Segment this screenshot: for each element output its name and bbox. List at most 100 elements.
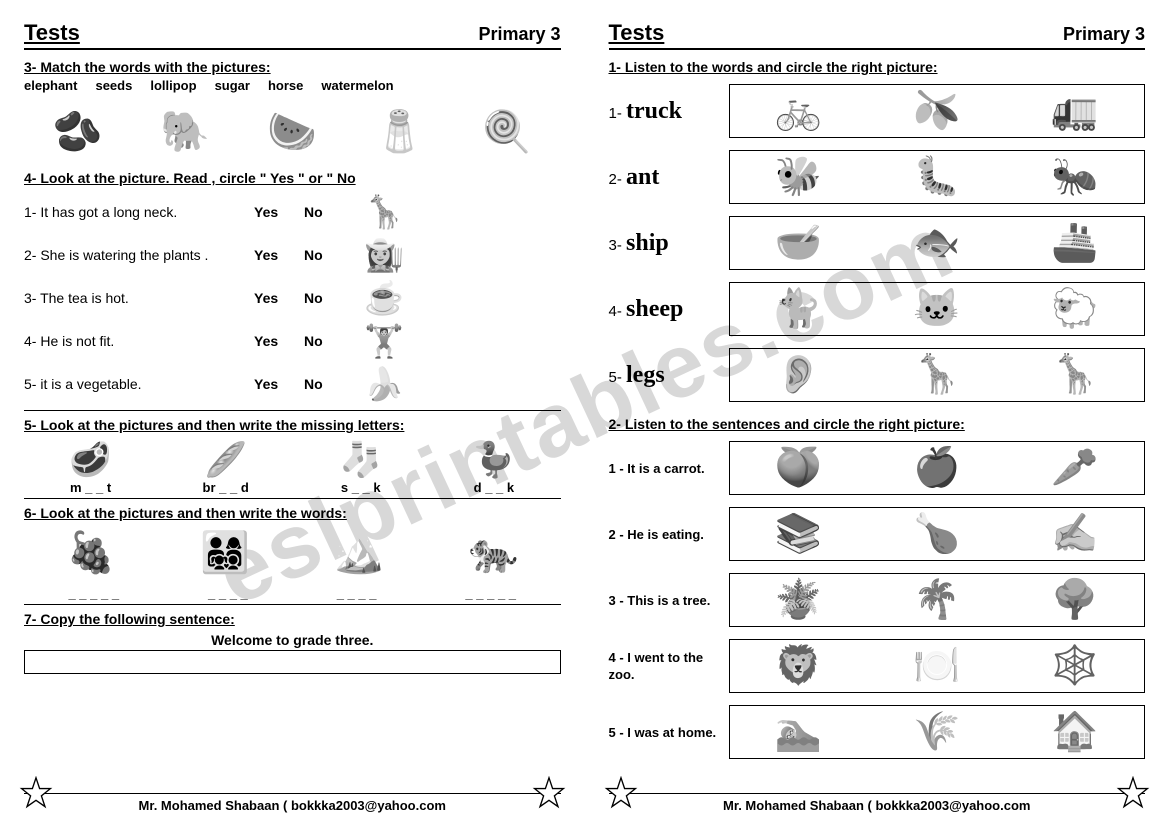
rq1-label: 3- ship xyxy=(609,230,729,257)
no-option[interactable]: No xyxy=(304,376,354,392)
rq1-box: 🚲 🫒 🚛 xyxy=(729,84,1146,138)
house-icon[interactable]: 🏠 xyxy=(1051,710,1098,754)
yes-option[interactable]: Yes xyxy=(254,376,304,392)
page-right: Tests Primary 3 1- Listen to the words a… xyxy=(585,0,1169,821)
rq1-row: 2- ant 🐝 🐛 🐜 xyxy=(609,150,1146,204)
duck-icon: 🦆 xyxy=(473,440,515,480)
yes-option[interactable]: Yes xyxy=(254,333,304,349)
no-option[interactable]: No xyxy=(304,333,354,349)
rq2-row: 3 - This is a tree. 🪴 🌴 🌳 xyxy=(609,573,1146,627)
farm-icon[interactable]: 🌾 xyxy=(913,710,960,754)
page-left: Tests Primary 3 3- Match the words with … xyxy=(0,0,585,821)
giraffe-icon[interactable]: 🦒 xyxy=(913,353,960,397)
tiger-icon: 🐅 xyxy=(458,528,528,576)
caterpillar-icon[interactable]: 🐛 xyxy=(913,155,960,199)
q4-text: 2- She is watering the plants . xyxy=(24,247,254,263)
divider xyxy=(24,410,561,411)
q5-blank[interactable]: m _ _ t xyxy=(69,480,111,495)
meat-icon: 🥩 xyxy=(69,440,111,480)
yes-option[interactable]: Yes xyxy=(254,290,304,306)
page-right-header: Tests Primary 3 xyxy=(609,20,1146,50)
q4-row: 1- It has got a long neck. Yes No 🦒 xyxy=(24,192,561,232)
q3-word: watermelon xyxy=(321,78,393,93)
web-icon[interactable]: 🕸️ xyxy=(1051,644,1098,688)
bee-icon[interactable]: 🐝 xyxy=(775,155,822,199)
peach-icon[interactable]: 🍑 xyxy=(775,446,822,490)
plant-icon[interactable]: 🪴 xyxy=(775,578,822,622)
banana-icon: 🍌 xyxy=(354,364,414,404)
no-option[interactable]: No xyxy=(304,290,354,306)
watermelon-icon: 🍉 xyxy=(257,101,327,161)
sheep-icon[interactable]: 🐑 xyxy=(1051,287,1098,331)
rq2-row: 4 - I went to the zoo. 🦁 🍽️ 🕸️ xyxy=(609,639,1146,693)
q6-blank[interactable]: _ _ _ _ xyxy=(208,586,248,601)
yes-option[interactable]: Yes xyxy=(254,247,304,263)
apple-icon[interactable]: 🍎 xyxy=(913,446,960,490)
seeds-icon: 🫘 xyxy=(43,101,113,161)
q6-image-row: 🍇 👨‍👩‍👧‍👦 🏔️ 🐅 xyxy=(24,528,561,576)
q5-item: 🦆 d _ _ k xyxy=(473,440,515,495)
bicycle-icon[interactable]: 🚲 xyxy=(775,89,822,133)
no-option[interactable]: No xyxy=(304,204,354,220)
q6-blank[interactable]: _ _ _ _ _ xyxy=(68,586,119,601)
pyramids-icon: 🏔️ xyxy=(324,528,394,576)
ship-icon[interactable]: 🚢 xyxy=(1051,221,1098,265)
rq2-box: 📚 🍗 ✍️ xyxy=(729,507,1146,561)
yes-option[interactable]: Yes xyxy=(254,204,304,220)
rq1-label: 4- sheep xyxy=(609,296,729,323)
truck-icon[interactable]: 🚛 xyxy=(1051,89,1098,133)
rq2-box: 🦁 🍽️ 🕸️ xyxy=(729,639,1146,693)
q5-blank[interactable]: br _ _ d xyxy=(203,480,249,495)
writing-icon[interactable]: ✍️ xyxy=(1051,512,1098,556)
giraffe-icon[interactable]: 🦒 xyxy=(1051,353,1098,397)
rq1-box: 👂 🦒 🦒 xyxy=(729,348,1146,402)
grapes-icon: 🍇 xyxy=(56,528,126,576)
ant-icon[interactable]: 🐜 xyxy=(1051,155,1098,199)
rq2-row: 5 - I was at home. 🏊 🌾 🏠 xyxy=(609,705,1146,759)
reading-icon[interactable]: 📚 xyxy=(775,512,822,556)
page-left-footer: Mr. Mohamed Shabaan ( bokkka2003@yahoo.c… xyxy=(24,793,561,813)
carrot-icon[interactable]: 🥕 xyxy=(1051,446,1098,490)
bowl-icon[interactable]: 🥣 xyxy=(775,221,822,265)
rq1-box: 🥣 🐟 🚢 xyxy=(729,216,1146,270)
q5-blank[interactable]: d _ _ k xyxy=(473,480,515,495)
palm-icon[interactable]: 🌴 xyxy=(913,578,960,622)
rq1-box: 🐈 🐱 🐑 xyxy=(729,282,1146,336)
sugar-icon: 🧂 xyxy=(365,101,435,161)
rq2-box: 🏊 🌾 🏠 xyxy=(729,705,1146,759)
fish-icon[interactable]: 🐟 xyxy=(913,221,960,265)
q3-word: horse xyxy=(268,78,303,93)
page-right-subtitle: Primary 3 xyxy=(1063,24,1145,45)
q4-row: 4- He is not fit. Yes No 🏋️ xyxy=(24,321,561,361)
rq2-row: 1 - It is a carrot. 🍑 🍎 🥕 xyxy=(609,441,1146,495)
cat-icon[interactable]: 🐈 xyxy=(775,287,822,331)
rq2-label: 5 - I was at home. xyxy=(609,724,729,741)
divider xyxy=(24,498,561,499)
pool-icon[interactable]: 🏊 xyxy=(775,710,822,754)
watering-icon: 👩‍🌾 xyxy=(354,235,414,275)
q3-word: elephant xyxy=(24,78,77,93)
tree-icon[interactable]: 🌳 xyxy=(1051,578,1098,622)
q3-word: seeds xyxy=(95,78,132,93)
ears-icon[interactable]: 👂 xyxy=(775,353,822,397)
no-option[interactable]: No xyxy=(304,247,354,263)
q4-row: 5- it is a vegetable. Yes No 🍌 xyxy=(24,364,561,404)
q6-blank[interactable]: _ _ _ _ xyxy=(337,586,377,601)
q7-input[interactable] xyxy=(24,650,561,674)
rq1-heading: 1- Listen to the words and circle the ri… xyxy=(609,59,1146,75)
rq1-row: 3- ship 🥣 🐟 🚢 xyxy=(609,216,1146,270)
page-left-subtitle: Primary 3 xyxy=(478,24,560,45)
olives-icon[interactable]: 🫒 xyxy=(913,89,960,133)
rq2-label: 2 - He is eating. xyxy=(609,526,729,543)
eating-icon[interactable]: 🍗 xyxy=(913,512,960,556)
cat-face-icon[interactable]: 🐱 xyxy=(913,287,960,331)
q4-text: 5- it is a vegetable. xyxy=(24,376,254,392)
kitchen-icon[interactable]: 🍽️ xyxy=(913,644,960,688)
page-left-title: Tests xyxy=(24,20,80,46)
rq2-label: 1 - It is a carrot. xyxy=(609,460,729,477)
rq2-row: 2 - He is eating. 📚 🍗 ✍️ xyxy=(609,507,1146,561)
star-icon xyxy=(531,776,567,812)
zoo-icon[interactable]: 🦁 xyxy=(775,644,822,688)
q6-blank[interactable]: _ _ _ _ _ xyxy=(465,586,516,601)
q5-blank[interactable]: s _ _ k xyxy=(340,480,382,495)
